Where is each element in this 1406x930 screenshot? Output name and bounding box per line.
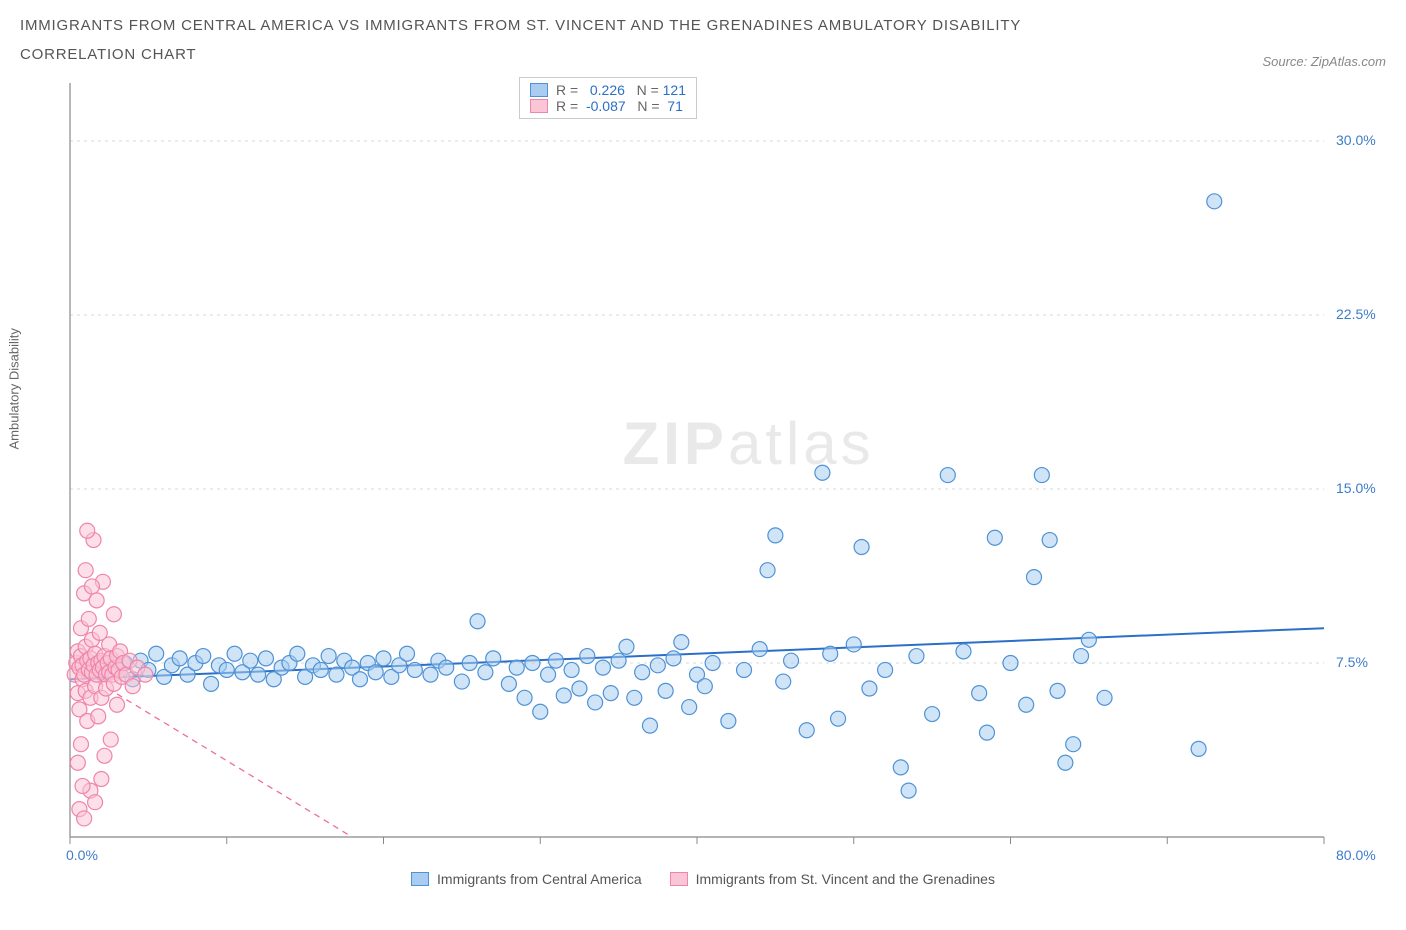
- legend-item: Immigrants from St. Vincent and the Gren…: [670, 871, 995, 887]
- title-line-1: IMMIGRANTS FROM CENTRAL AMERICA VS IMMIG…: [20, 17, 1021, 34]
- legend-row: R = -0.087 N = 71: [530, 98, 686, 114]
- y-tick-label: 22.5%: [1336, 306, 1376, 322]
- chart-title: IMMIGRANTS FROM CENTRAL AMERICA VS IMMIG…: [20, 12, 1021, 69]
- y-axis-label: Ambulatory Disability: [7, 328, 22, 449]
- legend-swatch-icon: [670, 872, 688, 886]
- x-min-label: 0.0%: [66, 847, 98, 863]
- legend-swatch-icon: [530, 83, 548, 97]
- title-line-2: CORRELATION CHART: [20, 46, 196, 63]
- correlation-legend: R = 0.226 N = 121R = -0.087 N = 71: [519, 77, 697, 119]
- scatter-chart: [64, 77, 1394, 867]
- legend-swatch-icon: [530, 99, 548, 113]
- legend-row: R = 0.226 N = 121: [530, 82, 686, 98]
- y-tick-label: 30.0%: [1336, 132, 1376, 148]
- y-tick-label: 15.0%: [1336, 480, 1376, 496]
- chart-header: IMMIGRANTS FROM CENTRAL AMERICA VS IMMIG…: [20, 12, 1386, 69]
- legend-item: Immigrants from Central America: [411, 871, 642, 887]
- legend-swatch-icon: [411, 872, 429, 886]
- series-legend: Immigrants from Central America Immigrant…: [20, 871, 1386, 887]
- legend-label: Immigrants from Central America: [437, 871, 642, 887]
- source-label: Source: ZipAtlas.com: [1262, 54, 1386, 69]
- chart-container: Ambulatory Disability ZIPatlas R = 0.226…: [20, 77, 1386, 887]
- plot-area: ZIPatlas R = 0.226 N = 121R = -0.087 N =…: [64, 77, 1386, 867]
- x-max-label: 80.0%: [1336, 847, 1376, 863]
- legend-label: Immigrants from St. Vincent and the Gren…: [696, 871, 995, 887]
- y-tick-label: 7.5%: [1336, 654, 1368, 670]
